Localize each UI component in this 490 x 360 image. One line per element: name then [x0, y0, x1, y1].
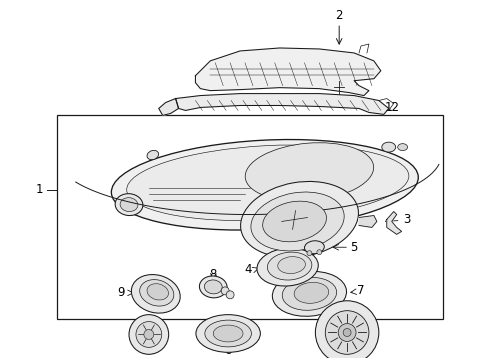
Ellipse shape [241, 181, 359, 257]
Text: 3: 3 [403, 213, 410, 226]
Ellipse shape [140, 280, 174, 306]
Ellipse shape [245, 143, 374, 201]
Ellipse shape [147, 150, 159, 160]
Circle shape [136, 321, 162, 347]
Ellipse shape [205, 320, 251, 347]
Circle shape [307, 251, 312, 256]
Ellipse shape [127, 145, 409, 221]
Polygon shape [387, 212, 402, 234]
Ellipse shape [131, 275, 180, 313]
Ellipse shape [398, 144, 408, 150]
Text: 12: 12 [384, 101, 399, 114]
Circle shape [316, 301, 379, 360]
Text: 6: 6 [224, 344, 232, 357]
Circle shape [226, 291, 234, 299]
Polygon shape [359, 216, 377, 228]
Ellipse shape [147, 284, 169, 300]
Polygon shape [175, 94, 389, 114]
Ellipse shape [282, 277, 337, 310]
Polygon shape [196, 48, 381, 95]
Ellipse shape [213, 325, 243, 342]
Ellipse shape [199, 276, 227, 298]
Ellipse shape [268, 252, 312, 280]
Text: 2: 2 [336, 9, 343, 22]
Circle shape [144, 329, 154, 339]
Ellipse shape [251, 192, 344, 251]
Ellipse shape [294, 282, 329, 303]
Ellipse shape [115, 194, 143, 216]
Circle shape [338, 324, 356, 341]
Text: 7: 7 [357, 284, 365, 297]
Text: 10: 10 [142, 344, 156, 357]
Text: 8: 8 [210, 269, 217, 282]
Circle shape [325, 311, 369, 354]
Ellipse shape [272, 271, 346, 316]
Text: 9: 9 [117, 286, 125, 300]
Text: 5: 5 [350, 241, 358, 254]
Ellipse shape [196, 315, 260, 352]
Ellipse shape [278, 257, 305, 274]
Text: 4: 4 [244, 262, 252, 275]
Text: 11: 11 [340, 344, 355, 357]
Ellipse shape [304, 241, 324, 254]
Polygon shape [159, 99, 178, 116]
Text: 1: 1 [36, 183, 44, 196]
Ellipse shape [111, 140, 418, 230]
Circle shape [129, 315, 169, 354]
Ellipse shape [382, 142, 396, 152]
Circle shape [221, 287, 229, 295]
Circle shape [343, 329, 351, 337]
Ellipse shape [120, 198, 138, 212]
Ellipse shape [263, 201, 326, 242]
Ellipse shape [257, 248, 318, 286]
Bar [57, 116, 443, 319]
Ellipse shape [204, 280, 222, 294]
Circle shape [317, 250, 322, 255]
